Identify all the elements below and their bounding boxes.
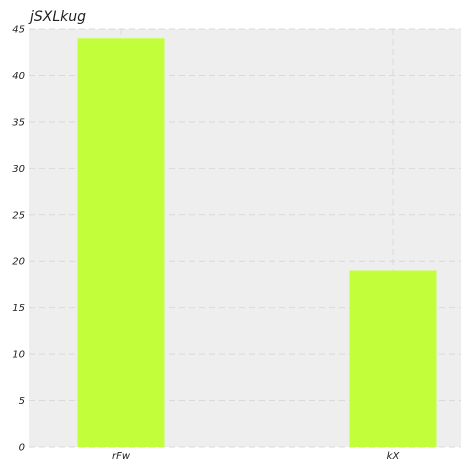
bar-kX: [349, 270, 437, 447]
x-tick-label: kX: [387, 451, 401, 462]
y-tick-label: 15: [12, 303, 25, 314]
x-tick-label: rFw: [112, 451, 131, 462]
chart-title: jSXLkug: [28, 9, 86, 25]
x-axis-ticks: rFw kX: [112, 451, 400, 462]
y-tick-label: 20: [12, 257, 25, 268]
y-axis-ticks: 0 5 10 15 20 25 30 35 40 45: [12, 25, 25, 454]
y-tick-label: 45: [12, 25, 25, 36]
y-tick-label: 0: [19, 443, 25, 454]
y-tick-label: 10: [12, 350, 25, 361]
y-tick-label: 25: [12, 210, 25, 221]
y-tick-label: 35: [12, 117, 25, 128]
bars: [77, 38, 437, 448]
bar-rFw: [77, 38, 165, 448]
y-tick-label: 30: [12, 164, 25, 175]
y-tick-label: 5: [19, 396, 25, 407]
y-tick-label: 40: [12, 71, 25, 82]
